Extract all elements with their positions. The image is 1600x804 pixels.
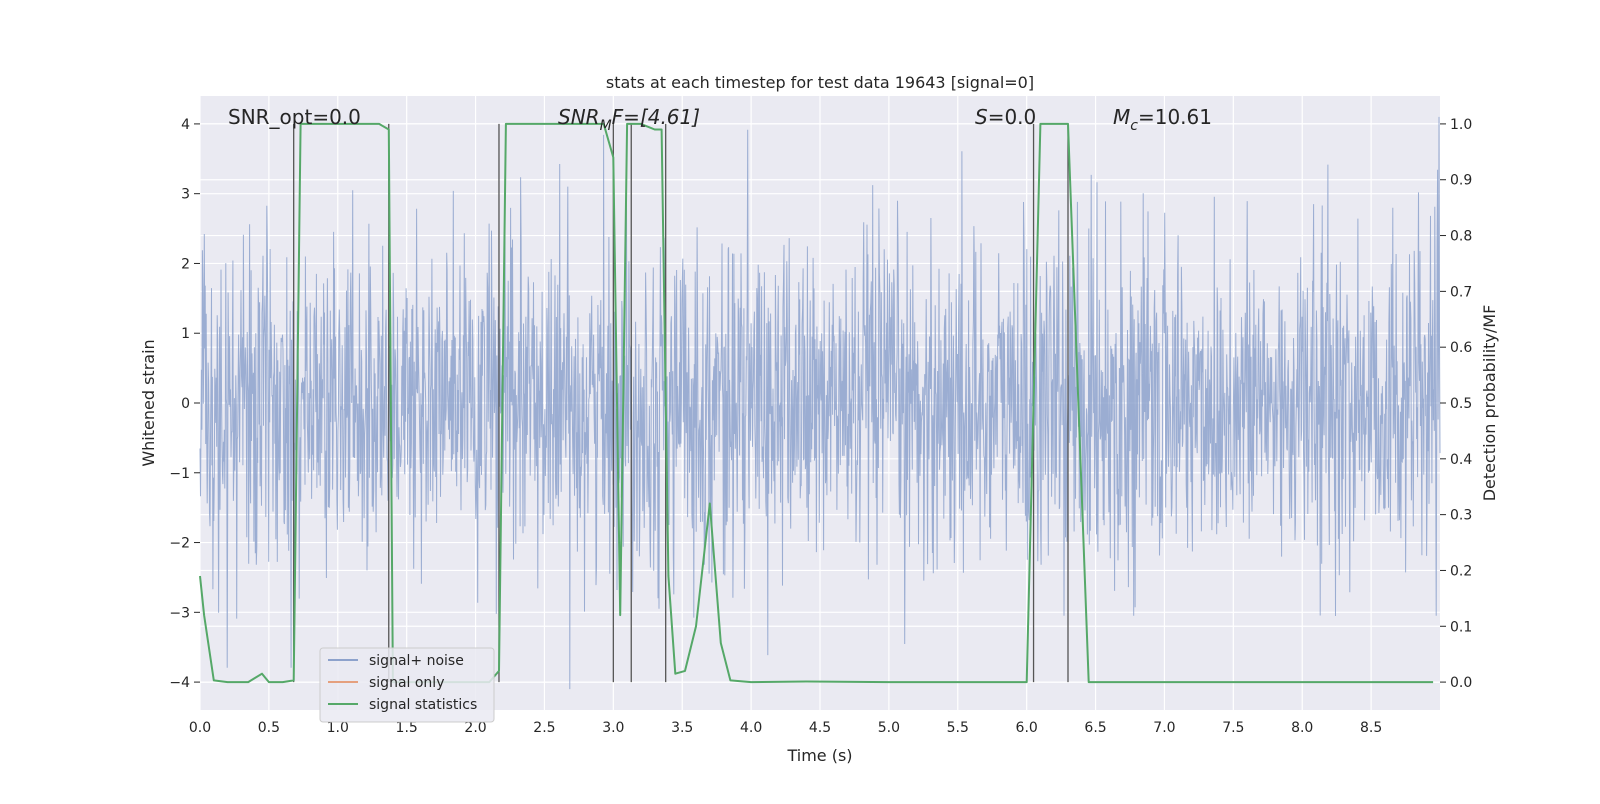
legend-label-stats: signal statistics [369,697,477,713]
x-tick-label: 3.5 [671,720,693,736]
y-tick-label-left: 4 [181,117,190,133]
y-tick-label-right: 0.4 [1450,452,1472,468]
x-tick-label: 0.0 [189,720,211,736]
y-axis-label-left: Whitened strain [139,339,158,466]
x-tick-label: 8.5 [1360,720,1382,736]
annotation-snr-mf: SNRMF=[4.61] [558,105,700,134]
annotation-mc-sub: c [1130,118,1138,134]
signal-noise-line [199,116,1441,690]
legend: signal+ noise signal only signal statist… [319,647,495,723]
x-tick-label: 2.0 [464,720,486,736]
noise-series [199,116,1441,690]
y-tick-label-right: 0.6 [1450,340,1472,356]
x-tick-label: 1.0 [327,720,349,736]
x-ticks: 0.0 0.5 1.0 1.5 2.0 2.5 3.0 3.5 4.0 4.5 5.0 5.5 6.0 6… [189,720,1382,736]
x-axis-label: Time (s) [786,746,852,765]
y-ticks-right: 1.0 0.9 0.8 0.7 0.6 0.5 0.4 0.3 0.2 0.1 0.0 [1440,117,1472,691]
y-ticks-left: 4 3 2 1 0 −1 −2 −3 −4 [169,117,200,691]
y-tick-label-right: 0.2 [1450,563,1472,579]
x-tick-label: 8.0 [1291,720,1313,736]
annotation-mc-main: M [1113,105,1130,129]
y-tick-label-right: 0.0 [1450,675,1472,691]
x-tick-label: 0.5 [258,720,280,736]
x-tick-label: 1.5 [396,720,418,736]
y-tick-label-right: 0.9 [1450,173,1472,189]
signal-statistics-series [199,122,1434,684]
x-tick-label: 7.0 [1153,720,1175,736]
legend-box [319,647,495,723]
y-tick-label-left: 0 [181,396,190,412]
annotation-s-rest: =0.0 [988,105,1037,129]
annotation-snr-opt-text: SNR_opt=0.0 [228,105,361,129]
annotation-s: S=0.0 [975,105,1036,129]
y-tick-label-left: 2 [181,256,190,272]
y-tick-label-right: 0.1 [1450,619,1472,635]
x-tick-label: 3.0 [602,720,624,736]
legend-label-signal: signal only [369,675,444,691]
y-axis-label-right: Detection probability/MF [1480,305,1499,502]
y-tick-label-right: 0.3 [1450,508,1472,524]
y-tick-label-left: −3 [169,605,190,621]
x-tick-label: 5.0 [878,720,900,736]
annotation-s-main: S [975,105,988,129]
y-tick-label-right: 0.7 [1450,284,1472,300]
x-tick-label: 4.0 [740,720,762,736]
legend-label-noise: signal+ noise [369,653,464,669]
annotation-snr-mf-rest: F=[4.61] [612,105,700,129]
y-tick-label-right: 0.8 [1450,229,1472,245]
annotation-mc-rest: =10.61 [1138,105,1212,129]
x-tick-label: 6.0 [1016,720,1038,736]
y-tick-label-right: 0.5 [1450,396,1472,412]
annotation-snr-mf-main: SNR [558,105,600,129]
x-tick-label: 6.5 [1084,720,1106,736]
x-tick-label: 5.5 [947,720,969,736]
x-tick-label: 2.5 [533,720,555,736]
annotation-mc: Mc=10.61 [1113,105,1212,134]
x-tick-label: 4.5 [809,720,831,736]
y-tick-label-left: −2 [169,536,190,552]
y-tick-label-left: 1 [181,326,190,342]
y-tick-label-right: 1.0 [1450,117,1472,133]
signal-statistics-line [199,122,1434,684]
x-tick-label: 7.5 [1222,720,1244,736]
annotation-snr-opt: SNR_opt=0.0 [228,105,361,129]
y-tick-label-left: −4 [169,675,190,691]
y-tick-label-left: 3 [181,187,190,203]
y-tick-label-left: −1 [169,466,190,482]
chart-title: stats at each timestep for test data 196… [606,73,1034,92]
annotation-snr-mf-sub: M [600,118,612,134]
